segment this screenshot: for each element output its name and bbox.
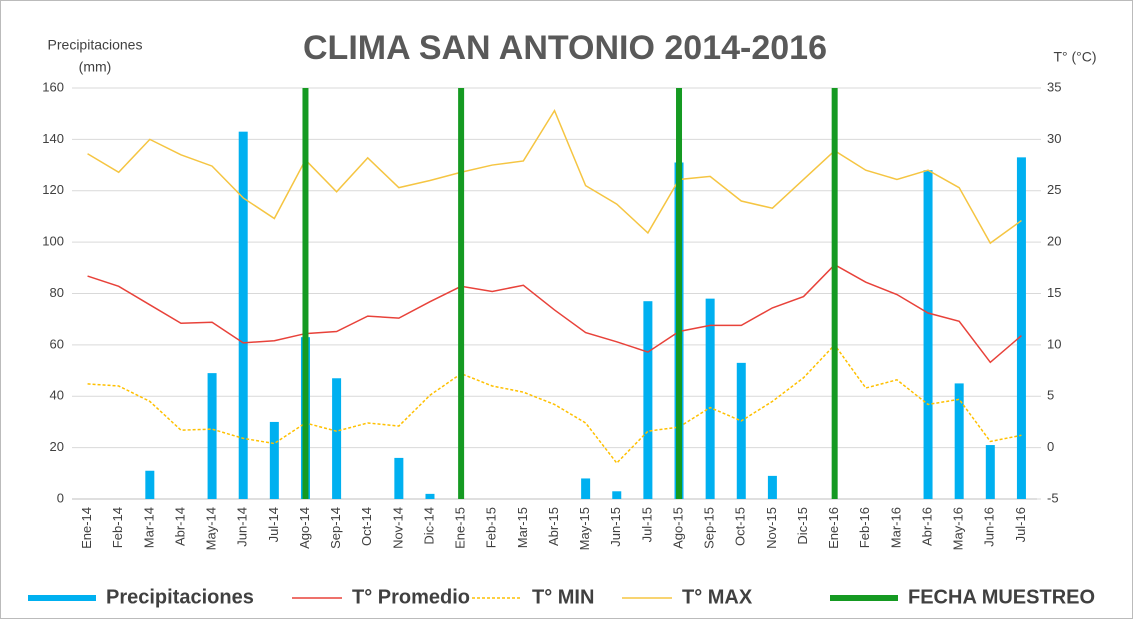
x-tick-label: Ene-14 — [79, 507, 94, 549]
bar — [269, 421, 279, 499]
y-tick-label: 60 — [50, 336, 64, 351]
x-tick-label: Feb-16 — [857, 507, 872, 548]
x-tick-label: Jun-14 — [235, 507, 250, 547]
y-tick-label: 20 — [50, 439, 64, 454]
y2-axis-label: T° (°C) — [1053, 49, 1096, 65]
bar — [705, 298, 715, 499]
legend-label: T° Promedio — [352, 586, 470, 608]
bar — [736, 362, 746, 499]
legend-label: T° MAX — [682, 586, 753, 608]
x-tick-label: Ene-15 — [453, 507, 468, 549]
x-tick-label: Oct-15 — [733, 507, 748, 546]
y-tick-label: 40 — [50, 388, 64, 403]
x-tick-label: Mar-16 — [888, 507, 903, 548]
y-tick-label: 80 — [50, 285, 64, 300]
y2-tick-label: 5 — [1047, 388, 1054, 403]
bar — [831, 88, 838, 499]
y-axis-label: Precipitaciones — [48, 37, 143, 53]
y-tick-label: 160 — [42, 79, 64, 94]
x-tick-label: Jul-16 — [1013, 507, 1028, 542]
legend-label: Precipitaciones — [106, 586, 254, 608]
y-axis-label: (mm) — [79, 59, 112, 75]
bar — [207, 373, 217, 499]
x-tick-label: Mar-14 — [141, 507, 156, 548]
chart-title: CLIMA SAN ANTONIO 2014-2016 — [303, 29, 827, 67]
y2-tick-label: 30 — [1047, 131, 1061, 146]
y-tick-label: 100 — [42, 234, 64, 249]
y-tick-label: 140 — [42, 131, 64, 146]
x-tick-label: Nov-14 — [390, 507, 405, 549]
bar — [332, 378, 342, 499]
x-tick-label: Abr-16 — [919, 507, 934, 546]
line — [87, 108, 1022, 245]
x-tick-label: Ene-16 — [826, 507, 841, 549]
bar — [954, 383, 964, 499]
x-tick-label: Jun-15 — [608, 507, 623, 547]
bar — [425, 493, 435, 499]
bar — [985, 445, 995, 499]
x-tick-label: Feb-15 — [484, 507, 499, 548]
bar — [394, 457, 404, 499]
line — [87, 343, 1022, 465]
bar — [458, 88, 465, 499]
y2-tick-label: 20 — [1047, 234, 1061, 249]
x-tick-label: Ago-15 — [670, 507, 685, 549]
y2-tick-label: 10 — [1047, 336, 1061, 351]
bar — [302, 88, 309, 499]
x-tick-label: Nov-15 — [764, 507, 779, 549]
x-tick-label: Abr-14 — [172, 507, 187, 546]
x-tick-label: Ago-14 — [297, 507, 312, 549]
y-tick-label: 0 — [57, 490, 64, 505]
legend-label: T° MIN — [532, 586, 594, 608]
y2-tick-label: 15 — [1047, 285, 1061, 300]
bar — [676, 88, 683, 499]
x-tick-label: May-15 — [577, 507, 592, 550]
x-tick-label: Jul-14 — [266, 507, 281, 542]
bar — [145, 470, 155, 499]
bar — [643, 301, 653, 499]
legend-label: FECHA MUESTREO — [908, 586, 1095, 608]
y-tick-label: 120 — [42, 182, 64, 197]
x-tick-label: Sep-14 — [328, 507, 343, 549]
x-tick-label: Sep-15 — [702, 507, 717, 549]
x-tick-label: Abr-15 — [546, 507, 561, 546]
line — [87, 263, 1022, 364]
x-tick-label: Feb-14 — [110, 507, 125, 548]
y2-tick-label: 0 — [1047, 439, 1054, 454]
y2-tick-label: -5 — [1047, 490, 1059, 505]
bar — [238, 131, 248, 499]
x-tick-label: Jun-16 — [982, 507, 997, 547]
bar — [767, 475, 777, 499]
legend-swatch — [28, 595, 96, 601]
bar — [923, 170, 933, 499]
bar — [1016, 157, 1026, 499]
bar — [581, 478, 591, 499]
x-tick-label: Oct-14 — [359, 507, 374, 546]
legend-swatch — [830, 595, 898, 601]
bar — [612, 491, 622, 499]
x-tick-label: Mar-15 — [515, 507, 530, 548]
x-tick-label: May-14 — [204, 507, 219, 550]
x-tick-label: Dic-15 — [795, 507, 810, 545]
x-tick-label: Dic-14 — [421, 507, 436, 545]
y2-tick-label: 25 — [1047, 182, 1061, 197]
x-tick-label: Jul-15 — [639, 507, 654, 542]
y2-tick-label: 35 — [1047, 79, 1061, 94]
x-tick-label: May-16 — [951, 507, 966, 550]
